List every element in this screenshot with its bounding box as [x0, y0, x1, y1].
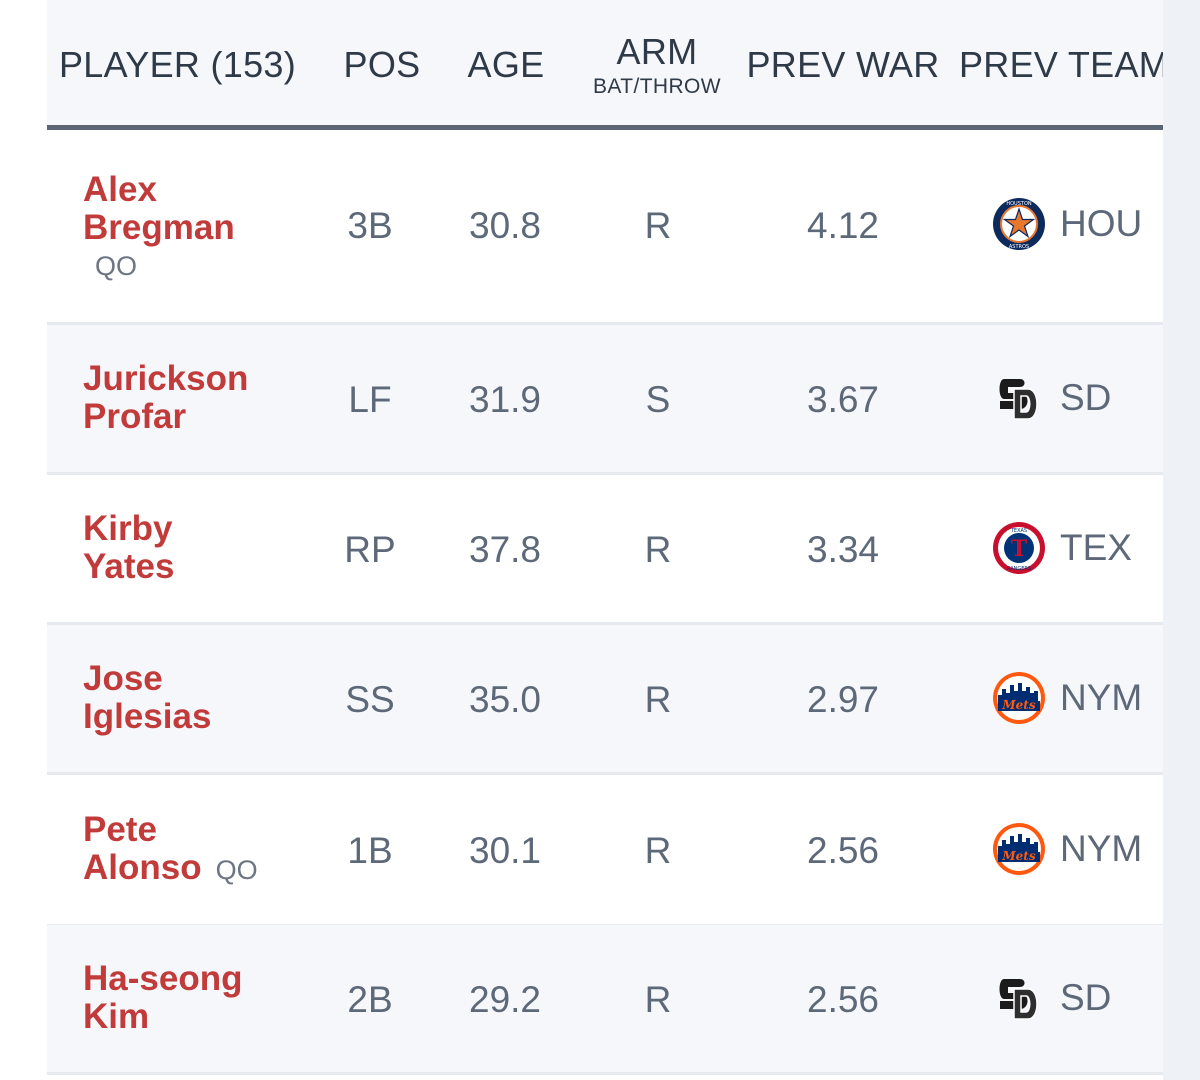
player-last-name: Bregman [83, 208, 235, 247]
age-cell: 30.1 [468, 830, 542, 871]
prev-team-cell: Mets NYM [992, 671, 1142, 725]
prev-war-cell: 4.12 [806, 205, 880, 246]
svg-text:HOUSTON: HOUSTON [1006, 201, 1032, 207]
prev-war-cell: 3.67 [806, 379, 880, 420]
table-row[interactable]: Alex Bregman QO 3B 30.8 R 4.12 HOUSTON ASTROS HOU [47, 135, 1200, 325]
player-name-link[interactable]: Kirby Yates [83, 510, 174, 586]
arm-cell: S [645, 379, 671, 420]
team-abbreviation: SD [1060, 977, 1112, 1018]
table-row[interactable]: Pete Alonso QO 1B 30.1 R 2.56 Mets NYM [47, 775, 1200, 927]
rangers-logo-icon: T TEXAS RANGERS [992, 521, 1046, 575]
team-abbreviation: SD [1060, 377, 1112, 418]
player-last-name: Kim [83, 997, 150, 1036]
arm-cell: R [644, 679, 672, 720]
arm-cell: R [644, 979, 672, 1020]
position-cell: 3B [347, 205, 393, 246]
player-last-name: Alonso [83, 848, 202, 887]
padres-logo-icon [992, 371, 1046, 425]
prev-war-cell: 3.34 [806, 529, 880, 570]
column-header-prev-team-label: PREV TEAM [958, 44, 1170, 85]
prev-war-cell: 2.97 [806, 679, 880, 720]
prev-war-cell: 2.56 [806, 830, 880, 871]
table-row[interactable]: Jose Iglesias SS 35.0 R 2.97 Mets NYM [47, 625, 1200, 775]
arm-cell: R [644, 830, 672, 871]
player-last-name: Profar [83, 397, 187, 436]
team-abbreviation: NYM [1060, 677, 1143, 718]
svg-text:TEXAS: TEXAS [1010, 528, 1027, 534]
player-name-link[interactable]: Ha-seong Kim [83, 960, 242, 1036]
svg-text:ASTROS: ASTROS [1009, 244, 1029, 250]
player-name-link[interactable]: Jurickson Profar [83, 360, 248, 436]
position-cell: RP [344, 529, 396, 570]
player-first-name: Pete [83, 810, 157, 849]
player-first-name: Ha-seong [83, 959, 243, 998]
player-first-name: Jurickson [83, 359, 249, 398]
prev-war-cell: 2.56 [806, 979, 880, 1020]
player-name-link[interactable]: Jose Iglesias [83, 660, 211, 736]
svg-text:T: T [1011, 536, 1028, 562]
table-row[interactable]: Jurickson Profar LF 31.9 S 3.67 SD [47, 325, 1200, 475]
mets-logo-icon: Mets [992, 822, 1046, 876]
qualifying-offer-badge: QO [95, 251, 138, 281]
age-cell: 29.2 [468, 979, 542, 1020]
column-header-prev-war[interactable]: PREV WAR [746, 0, 940, 130]
player-name-link[interactable]: Alex Bregman QO [83, 171, 235, 283]
age-cell: 35.0 [468, 679, 542, 720]
team-abbreviation: NYM [1060, 828, 1143, 869]
player-last-name: Yates [83, 547, 175, 586]
position-cell: 2B [347, 979, 393, 1020]
arm-cell: R [644, 205, 672, 246]
arm-cell: R [644, 529, 672, 570]
padres-logo-icon [992, 971, 1046, 1025]
prev-team-cell: Mets NYM [992, 822, 1142, 876]
svg-text:Mets: Mets [1001, 849, 1035, 863]
player-first-name: Jose [83, 659, 163, 698]
column-header-age-label: AGE [467, 44, 545, 85]
svg-text:RANGERS: RANGERS [1007, 566, 1031, 572]
column-header-age[interactable]: AGE [447, 0, 565, 130]
players-table: PLAYER (153) POS AGE ARM BAT/THROW PREV … [47, 0, 1200, 1080]
prev-team-cell: T TEXAS RANGERS TEX [992, 521, 1132, 575]
table-row[interactable]: Kirby Yates RP 37.8 R 3.34 T TEXAS RANGERS TEX [47, 475, 1200, 625]
column-header-prev-war-label: PREV WAR [746, 44, 940, 85]
prev-team-cell: HOUSTON ASTROS HOU [992, 197, 1142, 251]
prev-team-cell: SD [992, 971, 1111, 1025]
age-cell: 37.8 [468, 529, 542, 570]
column-header-player[interactable]: PLAYER (153) [59, 0, 329, 130]
mets-logo-icon: Mets [992, 671, 1046, 725]
position-cell: LF [348, 379, 392, 420]
scrollbar-track[interactable] [1163, 0, 1200, 1080]
team-abbreviation: HOU [1060, 203, 1143, 244]
column-header-arm[interactable]: ARM BAT/THROW [582, 0, 732, 130]
qualifying-offer-badge: QO [215, 855, 258, 885]
prev-team-cell: SD [992, 371, 1111, 425]
astros-logo-icon: HOUSTON ASTROS [992, 197, 1046, 251]
player-name-link[interactable]: Pete Alonso QO [83, 811, 258, 889]
column-header-pos-label: POS [343, 44, 421, 85]
column-header-player-label: PLAYER (153) [59, 44, 297, 85]
player-first-name: Kirby [83, 509, 173, 548]
column-header-arm-sublabel: BAT/THROW [592, 75, 722, 98]
team-abbreviation: TEX [1060, 527, 1132, 568]
player-last-name: Iglesias [83, 697, 212, 736]
column-header-prev-team[interactable]: PREV TEAM [955, 0, 1173, 130]
column-header-arm-label: ARM [616, 31, 698, 72]
age-cell: 30.8 [468, 205, 542, 246]
column-header-pos[interactable]: POS [327, 0, 437, 130]
position-cell: 1B [347, 830, 393, 871]
table-row[interactable]: Ha-seong Kim 2B 29.2 R 2.56 SD [47, 925, 1200, 1075]
svg-text:Mets: Mets [1001, 698, 1035, 712]
player-first-name: Alex [83, 170, 157, 209]
table-header: PLAYER (153) POS AGE ARM BAT/THROW PREV … [47, 0, 1200, 130]
age-cell: 31.9 [468, 379, 542, 420]
position-cell: SS [345, 679, 395, 720]
